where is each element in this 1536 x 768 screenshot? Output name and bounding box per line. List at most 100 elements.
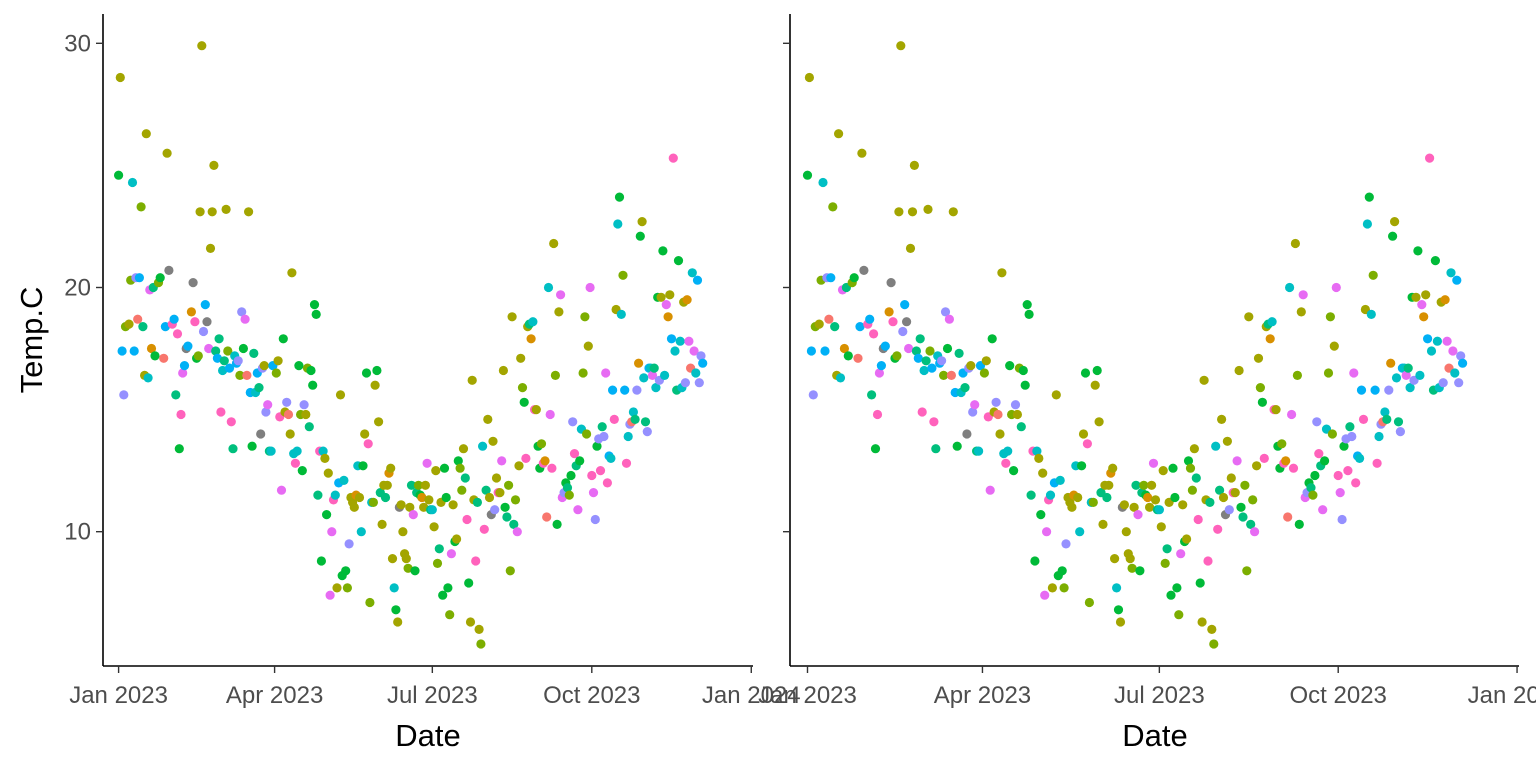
data-point	[1355, 453, 1365, 463]
data-point	[1038, 468, 1048, 478]
data-point	[341, 566, 351, 576]
data-point	[818, 177, 828, 188]
data-point	[1362, 219, 1372, 229]
data-point	[985, 485, 995, 495]
data-point	[917, 407, 927, 417]
data-point	[285, 429, 295, 439]
data-point	[876, 361, 887, 371]
data-point	[207, 207, 217, 217]
data-point	[1395, 427, 1405, 437]
data-point	[202, 317, 212, 327]
data-point	[1193, 514, 1203, 525]
data-point	[1003, 446, 1013, 456]
data-point	[276, 485, 287, 495]
data-point	[358, 461, 368, 471]
data-point	[540, 456, 550, 466]
data-point	[1082, 439, 1092, 449]
y-tick-label: 20	[64, 274, 91, 301]
data-point	[1288, 463, 1299, 473]
data-point	[1078, 429, 1089, 439]
data-point	[1242, 566, 1252, 576]
data-point	[242, 370, 252, 380]
data-point	[902, 317, 912, 327]
data-point	[1415, 370, 1425, 380]
data-point	[261, 407, 271, 417]
data-point	[602, 478, 613, 488]
data-point	[991, 397, 1001, 407]
data-point	[224, 363, 235, 373]
data-point	[839, 343, 850, 354]
data-point	[448, 500, 458, 510]
data-point	[474, 624, 484, 635]
data-point	[828, 202, 838, 212]
data-point	[670, 346, 680, 356]
data-point	[656, 292, 666, 302]
data-point	[835, 373, 846, 383]
data-point	[915, 334, 925, 344]
data-point	[689, 346, 699, 356]
data-point	[1034, 453, 1044, 463]
data-point	[497, 456, 507, 466]
data-point	[1162, 544, 1172, 554]
x-tick-label: Oct 2023	[1290, 682, 1387, 709]
data-point	[661, 300, 671, 310]
data-point	[1127, 563, 1137, 573]
data-point	[1351, 478, 1361, 488]
data-point	[606, 453, 616, 463]
data-point	[880, 341, 890, 351]
data-point	[684, 336, 694, 346]
data-point	[907, 207, 918, 217]
data-point	[869, 329, 879, 339]
data-point	[1320, 456, 1330, 466]
data-point	[1271, 405, 1281, 415]
data-point	[403, 563, 413, 573]
data-point	[413, 480, 424, 490]
data-point	[1310, 470, 1320, 481]
data-point	[995, 429, 1005, 439]
data-point	[623, 431, 633, 442]
left-y-axis-title: Temp.C	[14, 287, 49, 394]
data-point	[223, 346, 233, 356]
data-point	[554, 307, 564, 317]
data-point	[1314, 449, 1324, 459]
data-point	[616, 309, 626, 319]
data-point	[360, 429, 370, 439]
data-point	[1368, 270, 1378, 280]
data-point	[675, 336, 685, 346]
data-point	[806, 346, 817, 356]
data-point	[1308, 490, 1318, 500]
data-point	[1022, 300, 1032, 310]
data-point	[1432, 336, 1442, 346]
data-point	[1195, 578, 1205, 588]
data-point	[1386, 358, 1396, 368]
data-point	[198, 326, 209, 337]
data-point	[211, 346, 221, 356]
data-point	[247, 441, 257, 451]
data-point	[124, 319, 134, 329]
data-point	[552, 519, 562, 530]
data-point	[649, 363, 659, 373]
data-point	[1040, 590, 1050, 600]
data-point	[190, 317, 200, 327]
data-point	[410, 566, 420, 576]
data-point	[1374, 431, 1384, 442]
data-point	[460, 473, 470, 483]
data-point	[178, 368, 188, 378]
data-point	[1238, 512, 1248, 522]
data-point	[1236, 502, 1246, 512]
data-point	[1018, 365, 1028, 376]
data-point	[909, 160, 920, 170]
data-point	[892, 351, 902, 361]
data-point	[519, 397, 529, 407]
x-tick-label: Apr 2023	[226, 682, 323, 709]
data-point	[429, 522, 439, 532]
data-point	[365, 597, 375, 608]
data-point	[249, 348, 259, 358]
data-point	[1112, 583, 1122, 593]
data-point	[1125, 554, 1135, 564]
data-point	[979, 368, 990, 378]
data-point	[514, 461, 524, 471]
data-point	[387, 554, 398, 564]
data-point	[1168, 463, 1178, 473]
